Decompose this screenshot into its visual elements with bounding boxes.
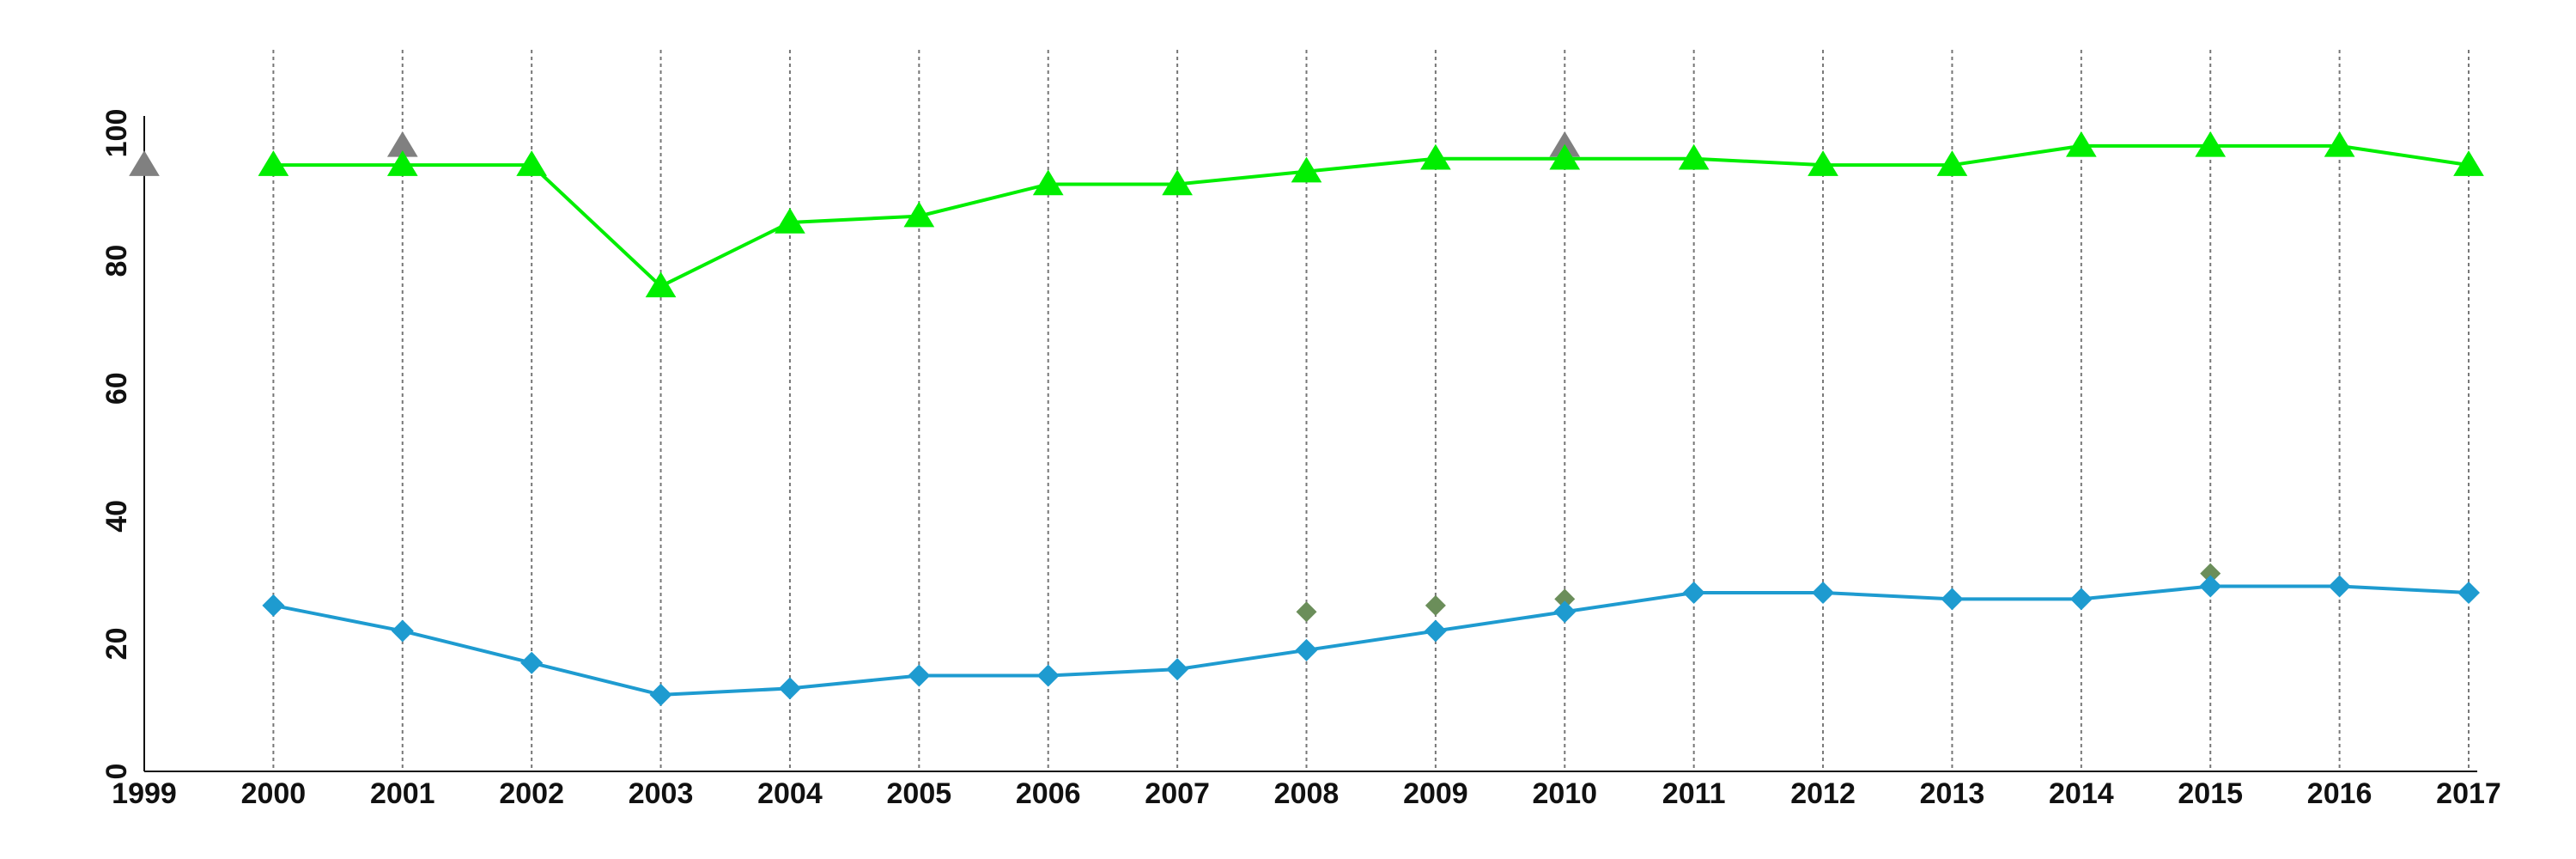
x-tick-label-2003: 2003: [629, 777, 694, 810]
x-tick-label-1999: 1999: [112, 777, 177, 810]
x-tick-label-2000: 2000: [241, 777, 307, 810]
series-0-point-2003: [645, 271, 677, 298]
x-tick-label-2001: 2001: [370, 777, 435, 810]
series-0-point-2013: [1936, 150, 1968, 176]
series-3-point-2010: [1554, 588, 1576, 610]
y-tick-labels: 0 20 40 60 80 100: [100, 109, 133, 780]
series-0-point-2007: [1162, 169, 1193, 196]
series-1-point-2015: [2199, 575, 2222, 598]
x-tick-label-2009: 2009: [1403, 777, 1468, 810]
y-tick-label-60: 60: [100, 372, 133, 405]
x-tick-label-2004: 2004: [757, 777, 823, 810]
series-2-point-1999: [129, 150, 160, 176]
series-0-point-2015: [2195, 131, 2227, 157]
series-1-point-2009: [1424, 619, 1447, 643]
series-0-point-2009: [1420, 143, 1451, 170]
y-tick-label-40: 40: [100, 500, 133, 533]
x-tick-label-2005: 2005: [887, 777, 952, 810]
series-1-point-2011: [1682, 581, 1705, 604]
series-1-point-2002: [520, 651, 544, 674]
x-tick-label-2006: 2006: [1016, 777, 1081, 810]
series-0-point-2017: [2453, 150, 2484, 176]
series-0-point-2010: [1549, 143, 1581, 170]
series-1-point-2007: [1166, 658, 1189, 681]
x-tick-label-2010: 2010: [1532, 777, 1597, 810]
series-0-point-2012: [1807, 150, 1838, 176]
series-1-point-2001: [391, 619, 414, 643]
series-3-point-2009: [1425, 594, 1446, 616]
x-tick-labels: 1999 2000 2001 2002 2003 2004 2005 2006 2007 2008…: [112, 777, 2501, 810]
x-tick-label-2007: 2007: [1145, 777, 1210, 810]
y-tick-label-80: 80: [100, 245, 133, 277]
series-layer: [129, 131, 2484, 706]
axis-layer: [143, 116, 2477, 772]
x-tick-label-2015: 2015: [2178, 777, 2243, 810]
series-3: [1296, 563, 2221, 623]
x-tick-label-2012: 2012: [1790, 777, 1856, 810]
series-1-line: [273, 584, 2470, 697]
series-0-point-2001: [386, 150, 418, 176]
series-1: [262, 575, 2480, 706]
series-1-point-2003: [649, 683, 672, 706]
y-tick-label-20: 20: [100, 627, 133, 660]
x-tick-label-2011: 2011: [1662, 777, 1726, 810]
series-1-point-2004: [778, 677, 801, 700]
series-0-point-2005: [903, 201, 935, 228]
series-0-point-2014: [2065, 131, 2097, 157]
series-0: [258, 131, 2484, 298]
series-1-point-2013: [1941, 588, 1964, 611]
y-tick-label-100: 100: [100, 109, 133, 158]
series-3-point-2008: [1296, 601, 1317, 623]
grid-layer: [272, 50, 2470, 771]
series-0-point-2006: [1032, 169, 1064, 196]
series-0-point-2016: [2324, 131, 2355, 157]
x-tick-label-2002: 2002: [499, 777, 564, 810]
series-1-point-2016: [2328, 575, 2351, 598]
series-0-point-2000: [258, 150, 289, 176]
series-1-point-2014: [2069, 588, 2093, 611]
series-2: [129, 131, 1581, 176]
series-1-point-2010: [1553, 600, 1577, 624]
x-tick-label-2014: 2014: [2049, 777, 2114, 810]
series-1-point-2006: [1036, 664, 1060, 687]
series-0-line: [273, 143, 2470, 289]
series-1-point-2005: [908, 664, 931, 687]
series-0-point-2008: [1291, 156, 1322, 183]
series-0-point-2004: [775, 208, 805, 234]
series-0-point-2011: [1678, 143, 1710, 170]
series-1-point-2000: [262, 594, 285, 617]
series-1-point-2008: [1295, 638, 1318, 661]
series-1-point-2017: [2458, 581, 2480, 604]
x-tick-label-2017: 2017: [2436, 777, 2501, 810]
series-3-point-2015: [2200, 563, 2221, 584]
y-tick-label-0: 0: [100, 764, 133, 780]
series-1-point-2012: [1812, 581, 1835, 604]
x-tick-label-2013: 2013: [1920, 777, 1985, 810]
series-0-point-2002: [516, 150, 548, 176]
series-2-point-2001: [386, 131, 418, 157]
x-tick-label-2016: 2016: [2307, 777, 2372, 810]
x-tick-label-2008: 2008: [1274, 777, 1340, 810]
